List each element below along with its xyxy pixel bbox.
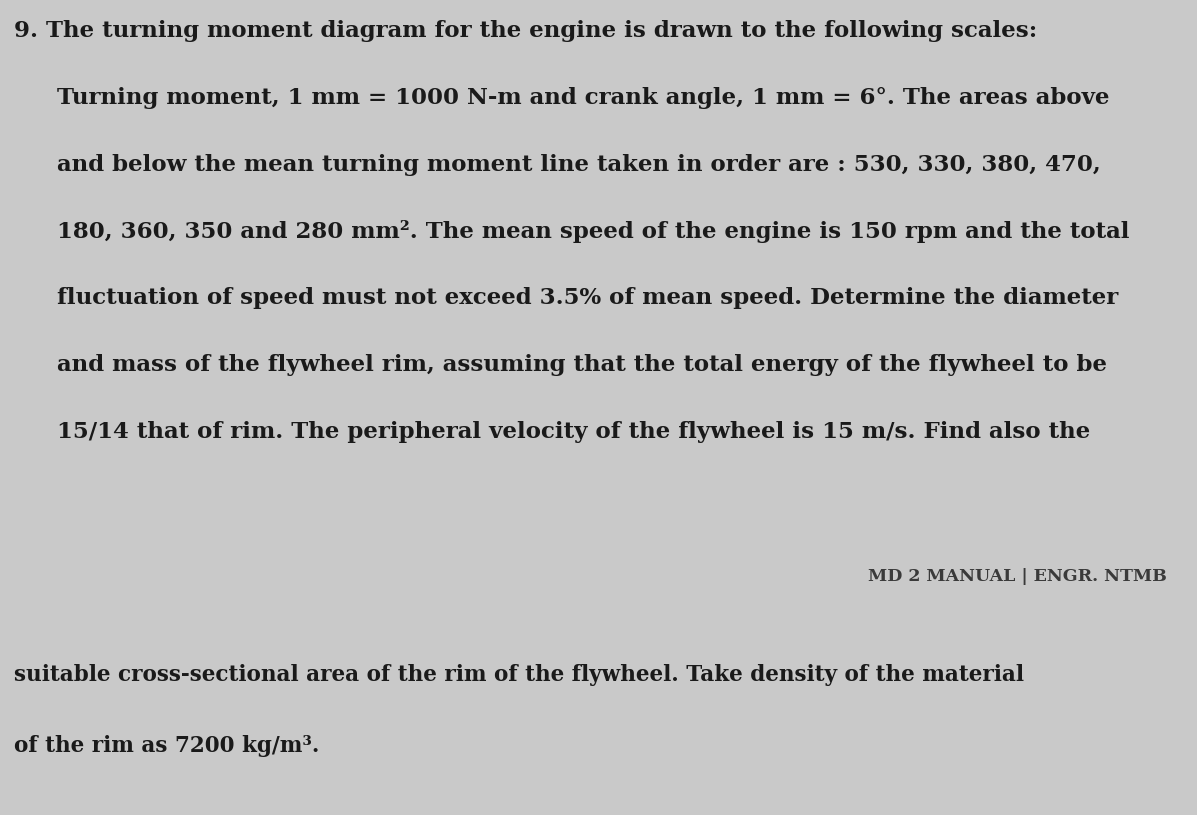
- Text: fluctuation of speed must not exceed 3.5% of mean speed. Determine the diameter: fluctuation of speed must not exceed 3.5…: [57, 287, 1119, 309]
- Text: Turning moment, 1 mm = 1000 N-m and crank angle, 1 mm = 6°. The areas above: Turning moment, 1 mm = 1000 N-m and cran…: [57, 86, 1110, 108]
- Text: and below the mean turning moment line taken in order are : 530, 330, 380, 470,: and below the mean turning moment line t…: [57, 153, 1101, 175]
- Text: MD 2 MANUAL | ENGR. NTMB: MD 2 MANUAL | ENGR. NTMB: [868, 568, 1167, 585]
- Text: and mass of the flywheel rim, assuming that the total energy of the flywheel to : and mass of the flywheel rim, assuming t…: [57, 354, 1107, 376]
- Text: 15/14 that of rim. The peripheral velocity of the flywheel is 15 m/s. Find also : 15/14 that of rim. The peripheral veloci…: [57, 421, 1090, 443]
- Text: suitable cross-sectional area of the rim of the flywheel. Take density of the ma: suitable cross-sectional area of the rim…: [14, 663, 1025, 685]
- Text: 9. The turning moment diagram for the engine is drawn to the following scales:: 9. The turning moment diagram for the en…: [14, 20, 1038, 42]
- Text: of the rim as 7200 kg/m³.: of the rim as 7200 kg/m³.: [14, 735, 320, 757]
- Text: 180, 360, 350 and 280 mm². The mean speed of the engine is 150 rpm and the total: 180, 360, 350 and 280 mm². The mean spee…: [57, 220, 1130, 244]
